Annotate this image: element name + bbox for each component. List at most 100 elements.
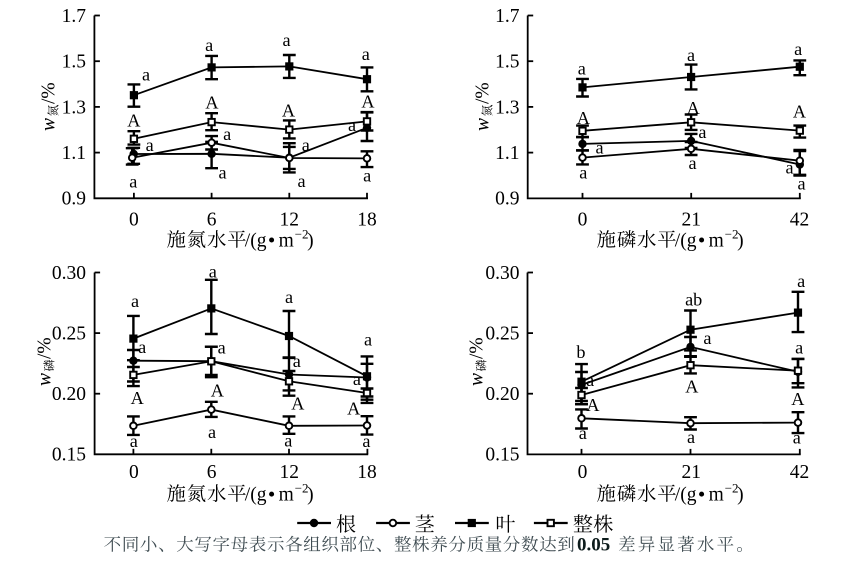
svg-text:1.3: 1.3	[495, 97, 519, 118]
svg-text:a: a	[205, 35, 213, 55]
svg-text:/(g: /(g	[245, 230, 267, 251]
svg-text:a: a	[595, 138, 603, 158]
svg-text:0.20: 0.20	[485, 384, 519, 405]
svg-text:A: A	[687, 98, 700, 118]
svg-text:w: w	[38, 118, 59, 131]
svg-text:1.1: 1.1	[495, 143, 519, 164]
svg-text:/%: /%	[472, 82, 493, 104]
svg-text:0.15: 0.15	[52, 445, 86, 466]
svg-text:a: a	[579, 423, 587, 443]
svg-text:a: a	[798, 173, 806, 193]
svg-text:b: b	[576, 342, 585, 362]
svg-text:0.25: 0.25	[52, 324, 86, 345]
svg-text:a: a	[794, 39, 802, 59]
svg-text:18: 18	[357, 462, 377, 483]
svg-text:6: 6	[207, 462, 217, 483]
svg-text:m: m	[709, 484, 724, 505]
svg-text:18: 18	[357, 209, 377, 230]
svg-text:a: a	[362, 44, 370, 64]
svg-text:1.3: 1.3	[62, 97, 86, 118]
svg-text:a: a	[687, 427, 695, 447]
svg-text:): )	[307, 230, 314, 251]
svg-text:a: a	[578, 59, 586, 79]
svg-text:1.7: 1.7	[62, 6, 87, 27]
svg-text:A: A	[791, 389, 804, 409]
svg-text:1.1: 1.1	[62, 143, 86, 164]
svg-text:a: a	[786, 158, 794, 178]
svg-text:1.7: 1.7	[495, 6, 520, 27]
svg-text:m: m	[279, 230, 294, 251]
svg-text:a: a	[363, 166, 371, 186]
svg-text:a: a	[218, 163, 226, 183]
svg-text:a: a	[364, 330, 372, 350]
svg-text:−2: −2	[295, 480, 309, 495]
svg-text:/%: /%	[466, 337, 487, 359]
svg-text:w: w	[34, 373, 55, 386]
svg-text:): )	[737, 484, 744, 505]
svg-text:m: m	[279, 484, 294, 505]
svg-text:A: A	[205, 93, 218, 113]
svg-text:a: a	[302, 135, 310, 155]
svg-text:0.05: 0.05	[577, 535, 610, 556]
svg-text:a: a	[795, 338, 803, 358]
svg-text:A: A	[211, 381, 224, 401]
svg-text:−2: −2	[725, 480, 739, 495]
svg-text:0.25: 0.25	[485, 324, 519, 345]
svg-text:): )	[737, 230, 744, 251]
svg-text:0: 0	[578, 209, 588, 230]
svg-text:A: A	[577, 108, 590, 128]
svg-text:A: A	[127, 110, 140, 130]
svg-text:0.9: 0.9	[62, 189, 86, 210]
svg-text:42: 42	[790, 462, 810, 483]
svg-text:w: w	[466, 373, 487, 386]
svg-text:A: A	[361, 91, 374, 111]
svg-text:a: a	[297, 171, 305, 191]
svg-text:21: 21	[681, 462, 701, 483]
svg-text:−2: −2	[295, 226, 309, 241]
svg-text:a: a	[688, 153, 696, 173]
svg-text:6: 6	[207, 209, 217, 230]
svg-text:a: a	[129, 172, 137, 192]
svg-text:A: A	[291, 394, 304, 414]
svg-text:A: A	[282, 101, 295, 121]
svg-text:a: a	[687, 45, 695, 65]
svg-text:a: a	[362, 431, 370, 451]
svg-text:A: A	[347, 398, 360, 418]
svg-text:a: a	[209, 261, 217, 281]
svg-text:12: 12	[280, 209, 300, 230]
svg-text:a: a	[218, 338, 226, 358]
svg-text:0.15: 0.15	[485, 445, 519, 466]
svg-text:a: a	[353, 369, 361, 389]
svg-text:0: 0	[129, 209, 139, 230]
svg-text:a: a	[142, 65, 150, 85]
svg-text:a: a	[208, 422, 216, 442]
svg-text:a: a	[146, 135, 154, 155]
svg-text:/(g: /(g	[245, 484, 267, 505]
svg-text:A: A	[586, 395, 599, 415]
svg-text:0: 0	[578, 462, 588, 483]
svg-text:/(g: /(g	[675, 230, 697, 251]
svg-text:a: a	[703, 328, 711, 348]
svg-text:a: a	[793, 428, 801, 448]
svg-text:21: 21	[681, 209, 701, 230]
svg-text:a: a	[284, 430, 292, 450]
svg-text:/%: /%	[38, 82, 59, 104]
svg-text:0.30: 0.30	[485, 263, 519, 284]
svg-text:a: a	[579, 162, 587, 182]
svg-text:w: w	[472, 118, 493, 131]
svg-text:A: A	[685, 376, 698, 396]
svg-text:0.20: 0.20	[52, 384, 86, 405]
svg-text:ab: ab	[685, 290, 702, 310]
svg-text:a: a	[586, 370, 594, 390]
svg-text:1.5: 1.5	[62, 52, 86, 73]
svg-text:a: a	[293, 351, 301, 371]
svg-text:): )	[307, 484, 314, 505]
svg-text:0: 0	[129, 462, 139, 483]
svg-text:a: a	[797, 271, 805, 291]
svg-text:a: a	[130, 431, 138, 451]
svg-text:a: a	[138, 337, 146, 357]
svg-text:−2: −2	[725, 226, 739, 241]
svg-text:a: a	[348, 115, 356, 135]
svg-text:0.30: 0.30	[52, 263, 86, 284]
svg-text:a: a	[285, 287, 293, 307]
